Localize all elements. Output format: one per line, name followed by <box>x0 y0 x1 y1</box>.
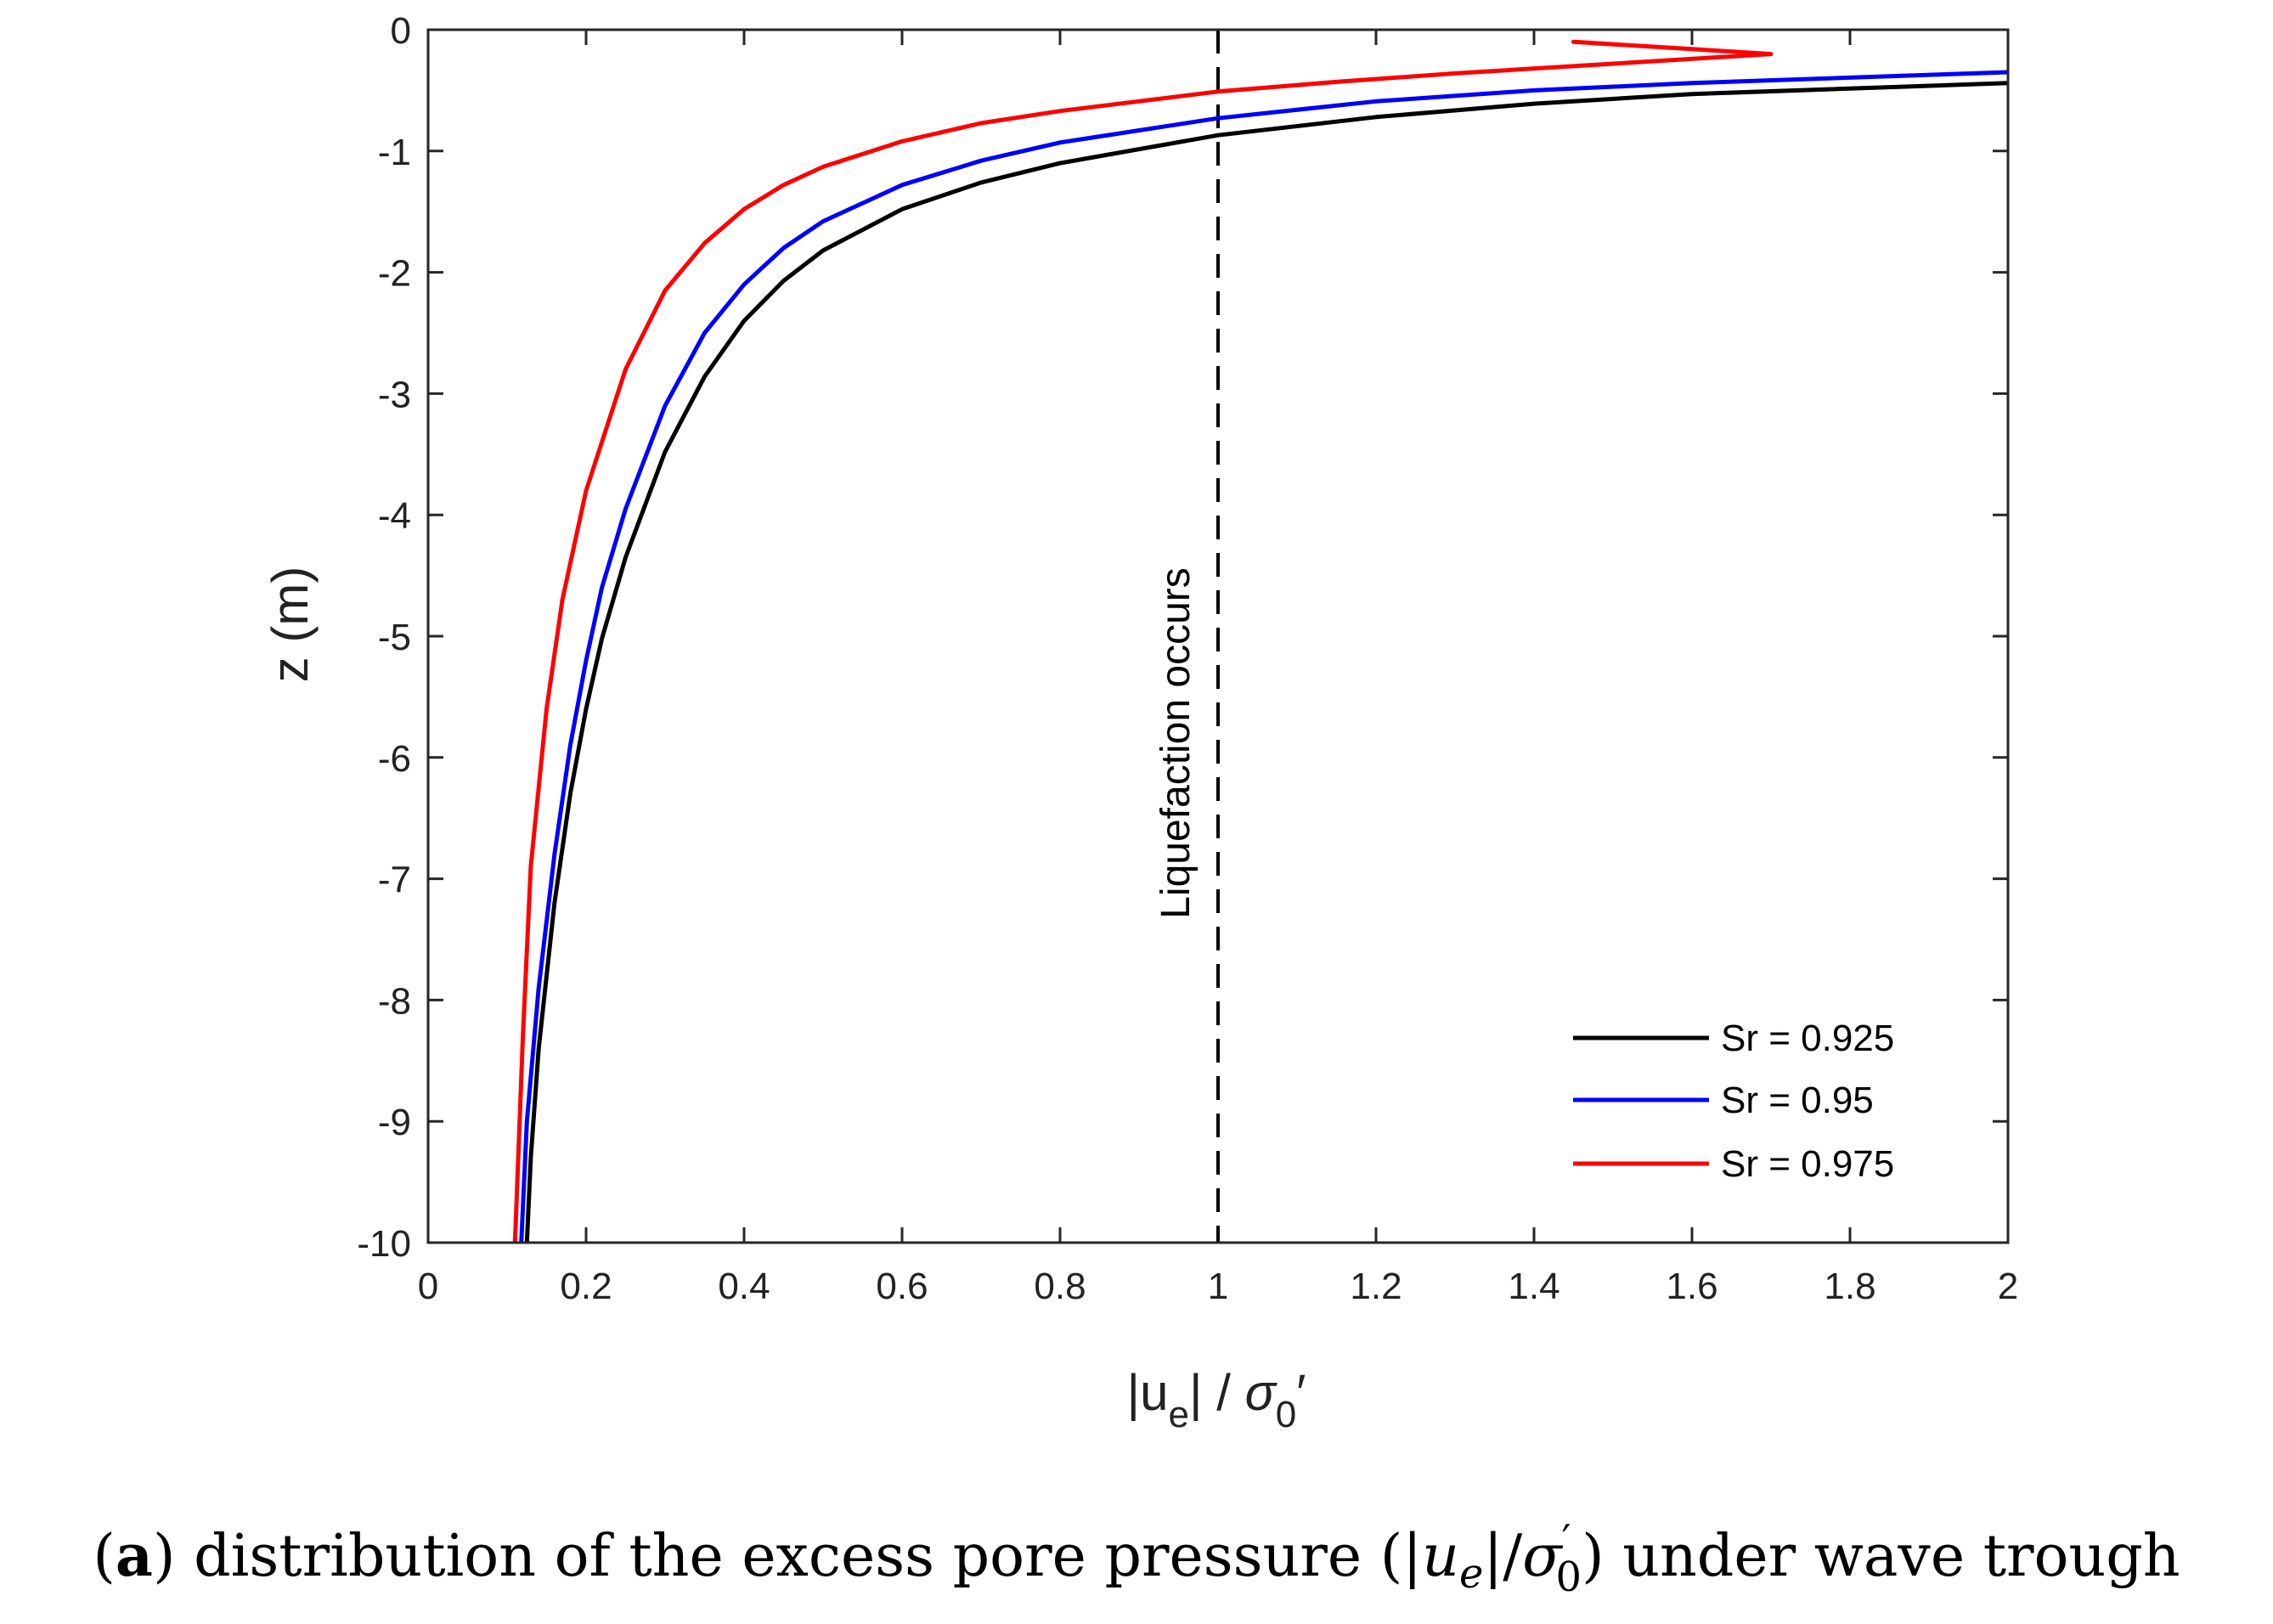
x-tick-labels: 0 0.2 0.4 0.6 0.8 1 1.2 1.4 1.6 1.8 2 <box>418 1266 2018 1307</box>
y-tick-label: -8 <box>378 980 411 1022</box>
y-tick-label: -5 <box>378 617 411 658</box>
x-tick-label: 0.8 <box>1034 1266 1086 1307</box>
liquefaction-annotation: Liquefaction occurs <box>1153 567 1199 919</box>
caption-label: a <box>116 1522 153 1590</box>
caption-open-paren: ( <box>93 1523 116 1590</box>
caption-text-after: ) under wave trough <box>1582 1523 2180 1590</box>
y-axis-title: z (m) <box>262 567 319 683</box>
y-tick-label: 0 <box>391 10 411 52</box>
caption-sigma: σ <box>1522 1523 1563 1590</box>
y-tick-label: -1 <box>378 132 411 173</box>
x-tick-label: 1.2 <box>1350 1266 1402 1307</box>
figure-caption: (a) distribution of the excess pore pres… <box>93 1516 2180 1601</box>
y-tick-labels: 0 -1 -2 -3 -4 -5 -6 -7 -8 -9 -10 <box>357 10 411 1265</box>
x-tick-label: 1.6 <box>1666 1266 1717 1307</box>
series-layer <box>512 39 2008 1243</box>
y-tick-label: -10 <box>357 1223 411 1265</box>
y-tick-label: -3 <box>378 374 411 415</box>
x-tick-label: 0 <box>418 1266 438 1307</box>
x-tick-label: 2 <box>1998 1266 2018 1307</box>
x-title-suffix: ′ <box>1296 1364 1306 1421</box>
legend: Sr = 0.925 Sr = 0.95 Sr = 0.975 <box>1573 1018 1894 1185</box>
x-axis-title: |ue| / σ0′ <box>1127 1364 1306 1435</box>
caption-text-before: ) distribution of the excess pore pressu… <box>153 1523 1422 1590</box>
x-tick-label: 0.4 <box>718 1266 770 1307</box>
x-tick-label: 1.8 <box>1824 1266 1875 1307</box>
series-line-0 <box>524 81 2008 1243</box>
legend-label-2: Sr = 0.975 <box>1721 1143 1894 1185</box>
x-title-sub2: 0 <box>1276 1394 1296 1435</box>
legend-label-1: Sr = 0.95 <box>1721 1080 1874 1121</box>
x-tick-label: 0.6 <box>876 1266 928 1307</box>
x-tick-label: 1.4 <box>1508 1266 1560 1307</box>
caption-prime: ′ <box>1562 1516 1571 1564</box>
legend-label-0: Sr = 0.925 <box>1721 1018 1894 1059</box>
y-tick-label: -2 <box>378 253 411 295</box>
x-title-sigma: σ <box>1245 1364 1278 1421</box>
x-title-middle: | / <box>1189 1364 1245 1421</box>
x-title-prefix: |u <box>1127 1364 1169 1421</box>
x-tick-label: 0.2 <box>560 1266 612 1307</box>
y-tick-label: -9 <box>378 1102 411 1143</box>
y-tick-label: -6 <box>378 738 411 780</box>
caption-sub-e: e <box>1459 1550 1483 1598</box>
caption-u: u <box>1422 1523 1459 1590</box>
series-line-1 <box>519 70 2008 1243</box>
y-tick-label: -7 <box>378 860 411 901</box>
caption-sub-0: 0 <box>1556 1554 1582 1601</box>
y-tick-label: -4 <box>378 495 411 537</box>
x-tick-label: 1 <box>1208 1266 1228 1307</box>
axes-box <box>426 28 2010 1244</box>
caption-mid: |/ <box>1483 1523 1522 1590</box>
x-title-sub: e <box>1168 1394 1188 1435</box>
series-line-2 <box>512 39 1774 1243</box>
